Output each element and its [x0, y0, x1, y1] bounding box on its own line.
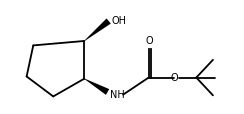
Polygon shape: [84, 79, 109, 95]
Polygon shape: [84, 19, 111, 42]
Text: O: O: [146, 35, 153, 45]
Text: OH: OH: [111, 16, 126, 26]
Text: NH: NH: [110, 89, 125, 99]
Text: O: O: [170, 73, 178, 82]
